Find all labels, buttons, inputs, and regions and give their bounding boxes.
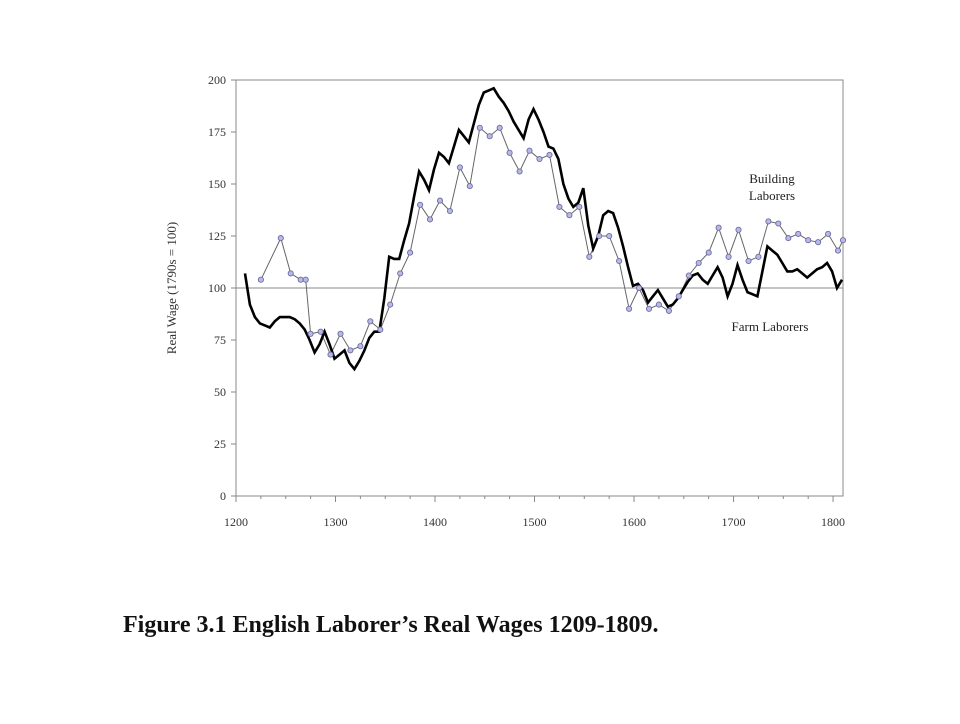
building-laborers-point (377, 326, 384, 333)
building-laborers-point (287, 270, 294, 277)
building-laborers-point (645, 305, 653, 312)
building-laborers-point (755, 253, 762, 260)
building-laborers-point (297, 276, 304, 283)
building-laborers-point (596, 232, 603, 240)
building-laborers-point (486, 133, 493, 140)
building-laborers-point (436, 197, 444, 204)
building-laborers-point (556, 203, 563, 210)
building-laborers-point (735, 226, 742, 233)
building-laborers-point (407, 249, 414, 256)
label-building-laborers: Building Laborers (749, 171, 795, 203)
building-laborers-point (496, 124, 503, 131)
building-laborers-point (695, 259, 702, 267)
building-laborers-point (805, 237, 812, 244)
building-laborers-point (655, 301, 662, 308)
label-farm-laborers: Farm Laborers (732, 319, 809, 334)
building-laborers-point (665, 307, 672, 314)
building-laborers-point (446, 207, 453, 215)
y-tick-label: 50 (214, 385, 226, 399)
building-laborers-point (506, 149, 513, 156)
building-laborers-point (367, 318, 374, 325)
building-laborers-point (626, 305, 633, 312)
building-laborers-point (456, 164, 463, 171)
building-laborers-point (586, 253, 593, 260)
y-tick-label: 25 (214, 437, 226, 451)
label-building-laborers-line: Laborers (749, 188, 795, 203)
y-axis-label: Real Wage (1790s = 100) (164, 222, 179, 354)
building-laborers-point (785, 235, 792, 242)
building-laborers-point (257, 276, 264, 283)
building-laborers-point (466, 183, 473, 190)
building-laborers-point (387, 301, 394, 308)
building-laborers-point (765, 218, 772, 225)
x-tick-label: 1400 (423, 515, 447, 529)
y-tick-label: 125 (208, 229, 226, 243)
building-laborers-point (536, 155, 543, 163)
x-tick-label: 1800 (821, 515, 845, 529)
building-laborers-point (327, 351, 334, 358)
figure-caption: Figure 3.1 English Laborer’s Real Wages … (123, 612, 659, 638)
y-tick-label: 0 (220, 489, 226, 503)
x-tick-label: 1200 (224, 515, 248, 529)
series-labels: Building Laborers Farm Laborers (732, 171, 809, 334)
building-laborers-point (715, 224, 722, 231)
building-laborers-point (745, 257, 752, 265)
building-laborers-point (277, 235, 284, 242)
series-line-farm-laborers (243, 86, 844, 372)
building-laborers-point (839, 237, 847, 244)
building-laborers-point (606, 232, 613, 240)
building-laborers-point (576, 203, 583, 210)
building-laborers-point (825, 230, 832, 237)
x-tick-label: 1700 (722, 515, 746, 529)
building-laborers-point (705, 249, 712, 256)
building-laborers-point (685, 272, 692, 279)
building-laborers-point (307, 330, 314, 337)
y-tick-label: 75 (214, 333, 226, 347)
building-laborers-point (675, 293, 682, 300)
label-building-laborers-line: Building (749, 171, 795, 186)
building-laborers-point (834, 247, 842, 254)
building-laborers-point (317, 328, 324, 335)
building-laborers-point (546, 151, 553, 158)
axes: 0 25 50 75 100 125 150 175 200 1200 1300 1400 1500 16… (208, 73, 845, 529)
building-laborers-point (337, 330, 344, 337)
building-laborers-point (347, 347, 354, 354)
building-laborers-point (417, 201, 424, 208)
building-laborers-point (476, 124, 483, 131)
building-laborers-point (302, 276, 309, 283)
building-laborers-point (526, 147, 533, 154)
building-laborers-point (397, 270, 404, 277)
series (243, 86, 847, 372)
building-laborers-point (775, 220, 782, 227)
building-laborers-point (725, 253, 732, 260)
building-laborers-point (815, 239, 822, 246)
building-laborers-point (516, 168, 523, 175)
y-tick-label: 200 (208, 73, 226, 87)
building-laborers-point (616, 257, 623, 265)
building-laborers-point (635, 284, 643, 292)
y-tick-label: 175 (208, 125, 226, 139)
building-laborers-point (795, 230, 802, 237)
x-tick-label: 1300 (324, 515, 348, 529)
x-tick-label: 1500 (523, 515, 547, 529)
x-tick-label: 1600 (622, 515, 646, 529)
y-tick-label: 150 (208, 177, 226, 191)
building-laborers-point (357, 343, 364, 350)
building-laborers-point (566, 212, 573, 219)
y-tick-label: 100 (208, 281, 226, 295)
building-laborers-point (426, 216, 434, 223)
